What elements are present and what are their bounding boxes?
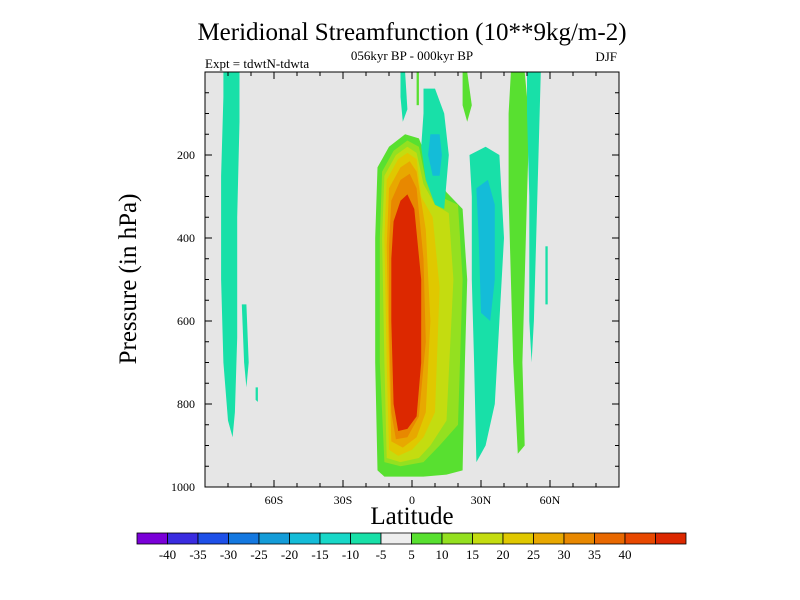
region-sh-blob <box>255 387 258 402</box>
x-axis-label: Latitude <box>370 503 453 530</box>
colorbar-label: -30 <box>220 547 237 562</box>
y-tick-label: 1000 <box>171 480 195 494</box>
y-tick-label: 600 <box>177 314 195 328</box>
colorbar-label: -35 <box>189 547 206 562</box>
colorbar-swatch <box>655 532 687 545</box>
region-cyan-upper-left <box>400 72 408 122</box>
colorbar-swatch <box>533 532 565 545</box>
x-tick-label: 30S <box>334 493 353 507</box>
colorbar-swatch <box>136 532 168 545</box>
x-tick-label: 60S <box>265 493 284 507</box>
colorbar-label: 40 <box>619 547 632 562</box>
colorbar-label: -5 <box>376 547 387 562</box>
colorbar-label: -25 <box>250 547 267 562</box>
x-tick-label: 0 <box>409 493 415 507</box>
colorbar-swatch <box>319 532 351 545</box>
y-tick-label: 800 <box>177 397 195 411</box>
colorbar-label: -20 <box>281 547 298 562</box>
colorbar-label: 25 <box>527 547 540 562</box>
colorbar-swatch <box>258 532 290 545</box>
region-green-nh-60 <box>508 72 530 454</box>
region-green-upper-right <box>462 72 472 122</box>
colorbar-label: 5 <box>408 547 415 562</box>
contour-regions <box>221 72 548 477</box>
colorbar-swatch <box>289 532 321 545</box>
colorbar-swatch <box>380 532 412 545</box>
colorbar-swatch <box>350 532 382 545</box>
season-label: DJF <box>595 49 617 64</box>
colorbar-swatch <box>228 532 260 545</box>
colorbar: -40 -35 -30 -25 -20 -15 -10 -5 5 10 15 20 25 30 35 40 <box>136 532 687 562</box>
colorbar-swatch <box>167 532 199 545</box>
x-tick-label: 60N <box>540 493 561 507</box>
colorbar-label: 30 <box>558 547 571 562</box>
region-blue-nh-mid <box>476 179 495 321</box>
y-tick-label: 200 <box>177 148 195 162</box>
region-sh-high-lat-cell <box>221 72 240 438</box>
colorbar-swatch <box>594 532 626 545</box>
chart-subtitle: 056kyr BP - 000kyr BP <box>351 48 473 63</box>
x-tick-label: 30N <box>471 493 492 507</box>
region-sh-small-cell <box>241 304 249 388</box>
colorbar-label: 10 <box>436 547 449 562</box>
plot-area: 60S 30S 0 30N 60N 200 400 600 800 1000 <box>171 71 620 507</box>
chart-title: Meridional Streamfunction (10**9kg/m-2) <box>197 19 626 46</box>
colorbar-label: 35 <box>588 547 601 562</box>
axis-ticks: 60S 30S 0 30N 60N 200 400 600 800 1000 <box>171 71 619 507</box>
region-cyan-nh-thin <box>545 246 548 305</box>
region-top-green-strip <box>416 72 419 106</box>
colorbar-label: -10 <box>342 547 359 562</box>
colorbar-label: -40 <box>159 547 176 562</box>
colorbar-swatch <box>563 532 595 545</box>
colorbar-swatch <box>502 532 534 545</box>
experiment-label: Expt = tdwtN-tdwta <box>205 56 309 71</box>
colorbar-label: -15 <box>311 547 328 562</box>
region-positive-40 <box>391 194 422 431</box>
y-tick-label: 400 <box>177 231 195 245</box>
colorbar-swatch <box>411 532 443 545</box>
colorbar-label: 20 <box>497 547 510 562</box>
colorbar-swatch <box>197 532 229 545</box>
colorbar-swatch <box>624 532 656 545</box>
region-blue-upper-mid <box>428 134 442 176</box>
colorbar-swatch <box>472 532 504 545</box>
region-cyan-nh-70 <box>527 72 541 363</box>
colorbar-label: 15 <box>466 547 479 562</box>
y-axis-label: Pressure (in hPa) <box>115 194 142 365</box>
colorbar-swatch <box>441 532 473 545</box>
